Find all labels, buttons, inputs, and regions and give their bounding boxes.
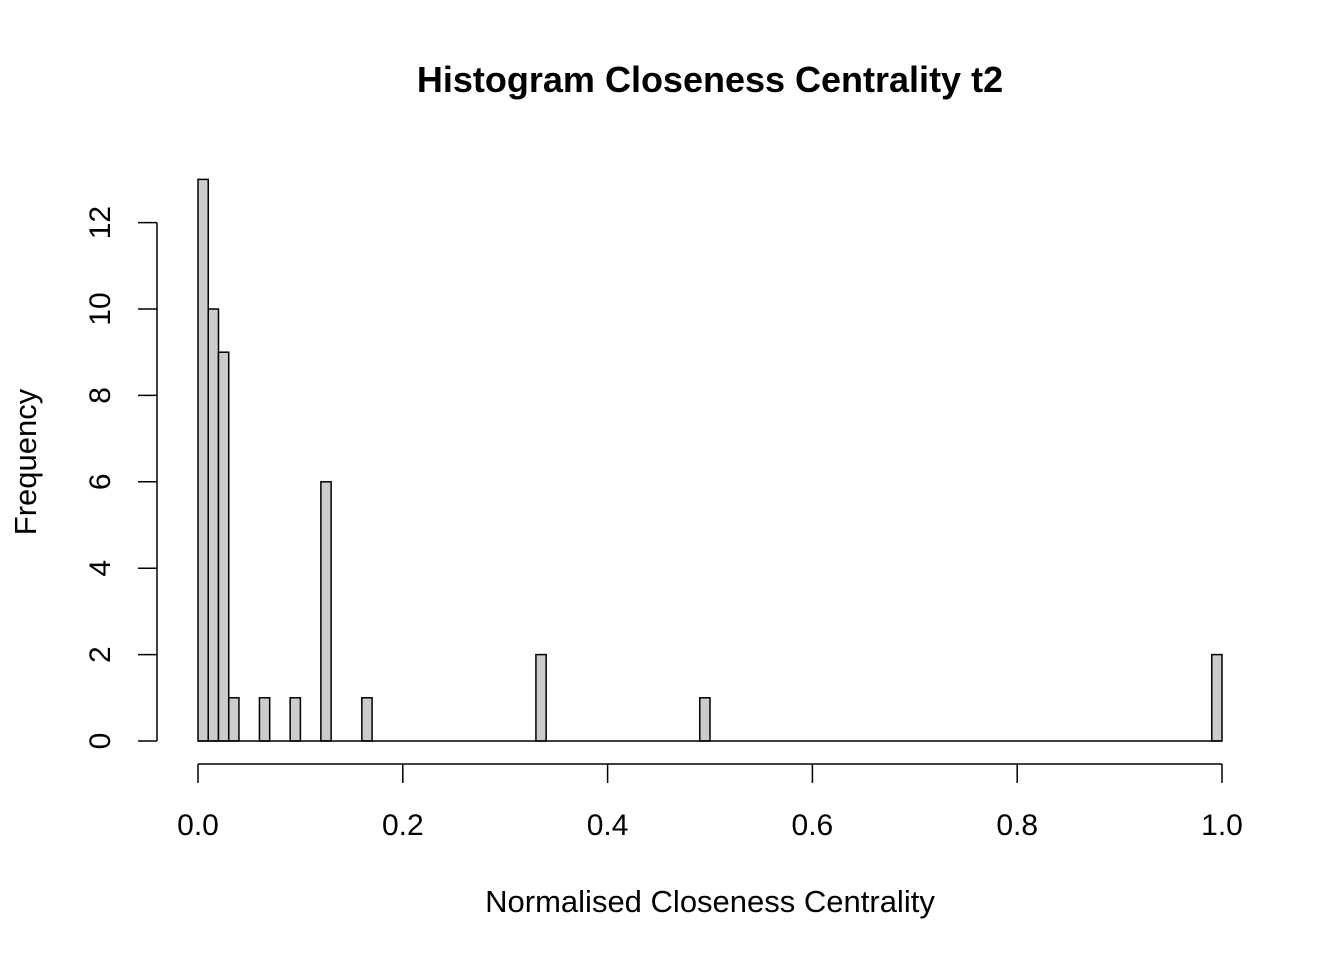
- histogram-bar: [535, 653, 547, 742]
- y-tick-label: 2: [84, 646, 117, 663]
- x-tick-label: 0.8: [996, 809, 1038, 842]
- y-axis-label: Frequency: [8, 388, 43, 535]
- y-tick-label: 10: [84, 292, 117, 325]
- x-tick-label: 0.2: [382, 809, 424, 842]
- x-tick-label: 1.0: [1201, 809, 1243, 842]
- y-tick-label: 4: [84, 560, 117, 577]
- y-tick-label: 0: [84, 733, 117, 750]
- histogram-bar: [699, 697, 711, 742]
- y-tick-label: 6: [84, 473, 117, 490]
- x-axis-label: Normalised Closeness Centrality: [485, 884, 935, 919]
- histogram-bar: [227, 697, 240, 742]
- y-axis: 0 2 4 6 8 10 12: [84, 206, 158, 750]
- bars-group: [197, 178, 1223, 742]
- histogram-bar: [1211, 653, 1223, 742]
- histogram-bar: [217, 351, 230, 742]
- x-tick-label: 0.6: [792, 809, 834, 842]
- histogram-bar: [289, 697, 302, 742]
- histogram-bar: [258, 697, 271, 742]
- histogram-bar: [361, 697, 373, 742]
- y-tick-label: 12: [84, 206, 117, 239]
- y-tick-label: 8: [84, 387, 117, 404]
- x-tick-label: 0.0: [177, 809, 219, 842]
- histogram-bar: [197, 178, 209, 742]
- chart-title: Histogram Closeness Centrality t2: [417, 59, 1003, 100]
- x-axis: 0.0 0.2 0.4 0.6 0.8 1.0: [177, 763, 1243, 842]
- histogram-bar: [320, 481, 332, 742]
- x-tick-label: 0.4: [587, 809, 629, 842]
- histogram-bar: [207, 308, 220, 742]
